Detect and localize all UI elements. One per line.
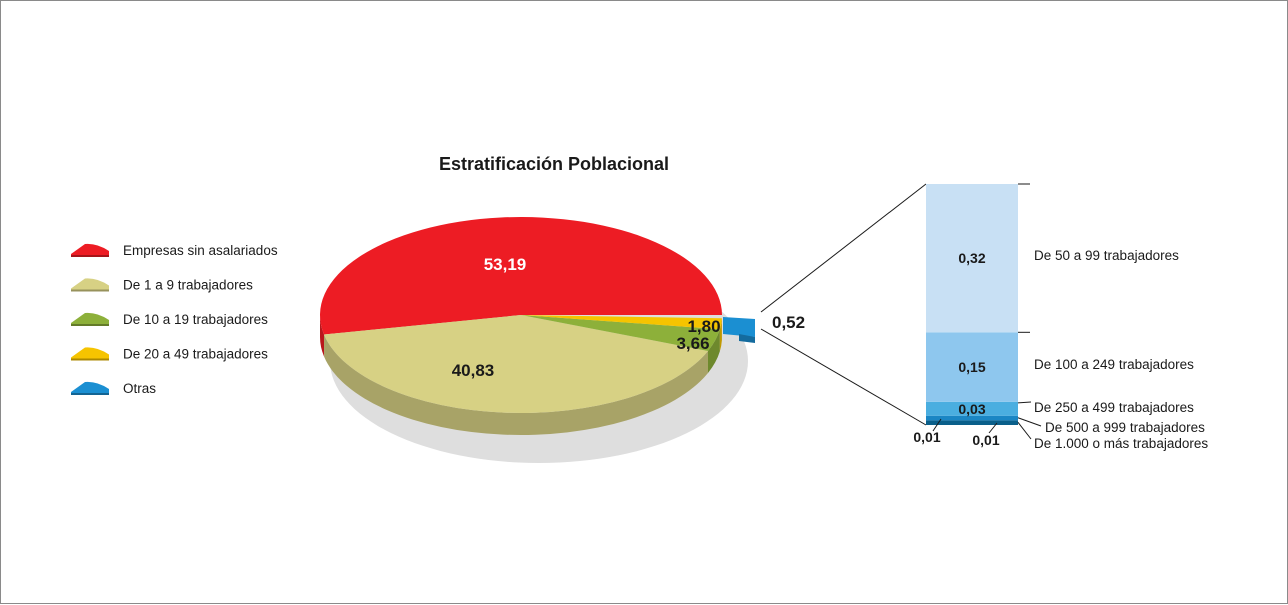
pie-value-label-otras: 0,52: [772, 313, 805, 332]
bar-category-label-de-1-000-o-mas-trabajadores: De 1.000 o más trabajadores: [1034, 436, 1208, 451]
pie-side-empresas-sin-asalariados: [320, 315, 325, 357]
legend-swatch-edge: [71, 358, 109, 361]
bar-category-leader: [1017, 417, 1042, 427]
legend-item-de-1-a-9-trabajadores: De 1 a 9 trabajadores: [71, 278, 253, 293]
pie-side-de-20-a-49-trabajadores: [719, 318, 722, 352]
bar-value-label-de-1-000-o-mas-trabajadores: 0,01: [972, 432, 999, 448]
legend-label: De 10 a 19 trabajadores: [123, 312, 268, 327]
bar-segment-de-100-a-249-trabajadores: [926, 332, 1018, 402]
legend-swatch-icon: [71, 243, 109, 255]
bar-value-label-de-100-a-249-trabajadores: 0,15: [958, 359, 985, 375]
bar-segment-de-50-a-99-trabajadores: [926, 184, 1018, 333]
legend-item-de-10-a-19-trabajadores: De 10 a 19 trabajadores: [71, 312, 268, 327]
legend-label: De 20 a 49 trabajadores: [123, 347, 268, 362]
bar-category-label-de-100-a-249-trabajadores: De 100 a 249 trabajadores: [1034, 357, 1194, 372]
pie-labels: 53,19 40,83 3,661,80 0,52: [452, 255, 805, 380]
pie-slice-otras-side: [739, 334, 755, 343]
bar-category-label-de-250-a-499-trabajadores: De 250 a 499 trabajadores: [1034, 400, 1194, 415]
bar-value-label-de-500-a-999-trabajadores: 0,01: [913, 429, 940, 445]
legend-item-empresas-sin-asalariados: Empresas sin asalariados: [71, 243, 278, 258]
pie-value-label-de-10-a-19-trabajadores: 3,66: [676, 334, 709, 353]
legend-label: Otras: [123, 381, 156, 396]
legend-swatch-icon: [71, 347, 109, 359]
connector-upper: [760, 183, 927, 313]
legend-item-de-20-a-49-trabajadores: De 20 a 49 trabajadores: [71, 347, 268, 362]
pie-value-label-de-20-a-49-trabajadores: 1,80: [687, 317, 720, 336]
legend-swatch-icon: [71, 312, 109, 324]
pie-slices: [319, 216, 755, 413]
stacked-bar: [926, 184, 1018, 425]
bar-value-label-de-250-a-499-trabajadores: 0,03: [958, 401, 985, 417]
legend-swatch-icon: [71, 381, 109, 393]
pie-value-label-de-1-a-9-trabajadores: 40,83: [452, 361, 495, 380]
bar-category-label-de-50-a-99-trabajadores: De 50 a 99 trabajadores: [1034, 248, 1179, 263]
legend: Empresas sin asalariados De 1 a 9 trabaja…: [71, 243, 278, 396]
bar-segment-de-500-a-999-trabajadores: [926, 415, 1018, 421]
bar-value-leader: [988, 422, 998, 434]
pie-slice-otras-top: [723, 317, 755, 337]
pie-slice-empresas-sin-asalariados: [319, 216, 722, 335]
bar-category-leader: [1017, 401, 1032, 404]
bar-category-label-de-500-a-999-trabajadores: De 500 a 999 trabajadores: [1045, 420, 1205, 435]
legend-swatch-edge: [71, 324, 109, 326]
legend-item-otras: Otras: [71, 381, 156, 396]
bar-category-leader: [1017, 422, 1032, 440]
legend-label: De 1 a 9 trabajadores: [123, 278, 253, 293]
connector-lower: [760, 328, 927, 426]
bar-value-label-de-50-a-99-trabajadores: 0,32: [958, 250, 985, 266]
pie-slice-de-20-a-49-trabajadores: [521, 315, 722, 330]
legend-swatch-edge: [71, 393, 109, 395]
pie-depth: [320, 315, 722, 436]
bar-value-leader: [932, 418, 942, 432]
pie-value-label-empresas-sin-asalariados: 53,19: [484, 255, 527, 274]
chart-title: Estratificación Poblacional: [439, 154, 669, 174]
legend-swatch-icon: [71, 278, 109, 290]
bar-labels: 0,32 0,15 0,03 0,01 0,01 De 50 a 99 trabajado…: [913, 183, 1208, 451]
pie-slice-de-1-a-9-trabajadores: [324, 315, 708, 413]
pie-side-de-10-a-19-trabajadores: [707, 329, 720, 373]
pie-slice-otras: [723, 317, 755, 343]
legend-swatch-edge: [71, 289, 109, 292]
bar-segment-de-250-a-499-trabajadores: [926, 401, 1018, 416]
pie-side-de-1-a-9-trabajadores: [324, 334, 708, 436]
bar-segment-de-1-000-o-mas-trabajadores: [926, 420, 1018, 425]
legend-swatch-edge: [71, 255, 109, 257]
legend-label: Empresas sin asalariados: [123, 243, 278, 258]
pie-slice-de-10-a-19-trabajadores: [521, 315, 720, 351]
connector-lines: [760, 183, 927, 426]
